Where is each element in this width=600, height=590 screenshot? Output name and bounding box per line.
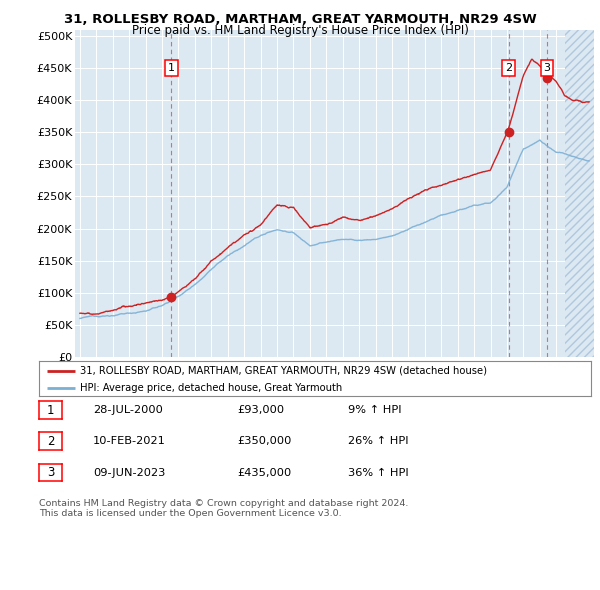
Text: 09-JUN-2023: 09-JUN-2023 <box>93 468 166 477</box>
Text: 1: 1 <box>47 404 54 417</box>
Text: 31, ROLLESBY ROAD, MARTHAM, GREAT YARMOUTH, NR29 4SW: 31, ROLLESBY ROAD, MARTHAM, GREAT YARMOU… <box>64 13 536 26</box>
Text: 10-FEB-2021: 10-FEB-2021 <box>93 437 166 446</box>
Text: Contains HM Land Registry data © Crown copyright and database right 2024.
This d: Contains HM Land Registry data © Crown c… <box>39 499 409 518</box>
Text: 2: 2 <box>47 435 54 448</box>
Text: £435,000: £435,000 <box>237 468 291 477</box>
Text: £350,000: £350,000 <box>237 437 292 446</box>
Text: 26% ↑ HPI: 26% ↑ HPI <box>348 437 409 446</box>
Text: 28-JUL-2000: 28-JUL-2000 <box>93 405 163 415</box>
Text: Price paid vs. HM Land Registry's House Price Index (HPI): Price paid vs. HM Land Registry's House … <box>131 24 469 37</box>
Text: 31, ROLLESBY ROAD, MARTHAM, GREAT YARMOUTH, NR29 4SW (detached house): 31, ROLLESBY ROAD, MARTHAM, GREAT YARMOU… <box>80 366 487 376</box>
Text: 3: 3 <box>544 63 551 73</box>
Text: 36% ↑ HPI: 36% ↑ HPI <box>348 468 409 477</box>
Text: 3: 3 <box>47 466 54 479</box>
Text: 2: 2 <box>505 63 512 73</box>
Text: £93,000: £93,000 <box>237 405 284 415</box>
Text: HPI: Average price, detached house, Great Yarmouth: HPI: Average price, detached house, Grea… <box>80 383 343 392</box>
Text: 1: 1 <box>168 63 175 73</box>
Text: 9% ↑ HPI: 9% ↑ HPI <box>348 405 401 415</box>
